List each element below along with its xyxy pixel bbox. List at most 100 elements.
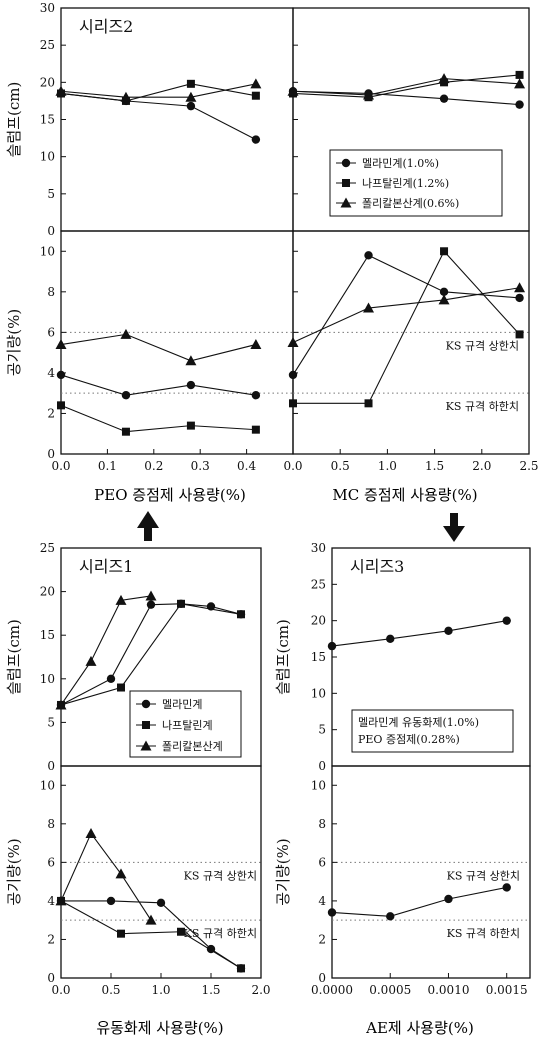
x-tick-label: 0.0010 <box>427 983 469 997</box>
data-point-circle <box>146 600 156 609</box>
x-axis-label-peo: PEO 증점제 사용량(%) <box>94 486 246 504</box>
series-line <box>60 900 242 969</box>
data-point-triangle <box>363 89 375 100</box>
data-point-circle <box>444 626 453 636</box>
y-tick-label: 4 <box>47 894 55 908</box>
chart-panel-5: KS 규격 상한치 KS 규격 하한치 0 2 4 6 8 10 0.0 0.5 1.0 1.5 2.0… <box>5 765 271 997</box>
data-point-triangle <box>438 73 450 84</box>
y-tick-label: 2 <box>47 932 55 946</box>
data-point-triangle <box>55 699 67 710</box>
y-tick-label: 25 <box>311 577 326 591</box>
data-point-triangle <box>120 328 132 339</box>
data-point-circle <box>186 101 196 111</box>
data-point-circle <box>251 391 261 400</box>
series-line <box>60 603 242 706</box>
y-axis-label: 슬럼프(cm) <box>5 619 23 695</box>
legend-box <box>329 149 503 217</box>
series-line <box>60 832 152 921</box>
data-point-circle <box>327 641 337 651</box>
data-point-square <box>515 330 524 339</box>
y-tick-label: 4 <box>318 894 326 908</box>
data-point-square <box>177 927 185 936</box>
legend-label: 나프탈린계 <box>162 719 213 732</box>
plot-frame <box>331 765 531 979</box>
y-axis-label: 공기량(%) <box>274 838 292 905</box>
y-axis-label: 공기량(%) <box>5 838 23 905</box>
chart-panel-4: 0 5 10 15 20 25 슬럼프(cm) 시리즈1 <box>5 541 262 773</box>
arrow-up-icon <box>137 511 159 541</box>
data-point-square <box>186 421 195 430</box>
ks-upper-limit-label: KS 규격 상한치 <box>447 869 520 882</box>
series-line <box>60 92 257 141</box>
data-point-circle <box>364 251 373 260</box>
y-axis-label: 슬럼프(cm) <box>5 82 23 158</box>
ks-lower-limit-label: KS 규격 하한치 <box>447 926 520 940</box>
ks-upper-limit-label: KS 규격 상한치 <box>184 869 257 882</box>
y-tick-label: 20 <box>40 585 55 599</box>
annotation-text: PEO 증점제(0.28%) <box>358 733 460 746</box>
data-point-square <box>121 427 130 436</box>
legend-label: 나프탈린계(1.2%) <box>362 177 449 190</box>
data-point-circle <box>106 674 116 683</box>
y-tick-label: 30 <box>311 541 326 555</box>
series-line <box>292 78 520 96</box>
data-point-square <box>440 247 449 256</box>
data-point-circle <box>502 616 511 625</box>
data-point-triangle <box>363 302 375 313</box>
condition-annotation: 멜라민계 유동화제(1.0%) PEO 증점제(0.28%) <box>351 709 514 753</box>
data-point-circle <box>121 391 131 400</box>
y-tick-label: 15 <box>40 628 55 642</box>
chart-panel-7: KS 규격 상한치 KS 규격 하한치 0 2 4 6 8 10 0.0000 0.0005 0.0… <box>274 765 531 997</box>
data-point-triangle <box>340 197 352 208</box>
annotation-text: 멜라민계 유동화제(1.0%) <box>358 716 479 729</box>
series-line <box>60 83 256 102</box>
data-point-square <box>57 401 65 410</box>
data-point-square <box>342 179 350 187</box>
series-line <box>60 374 256 396</box>
data-point-square <box>117 929 125 938</box>
y-tick-label: 25 <box>40 541 55 555</box>
x-tick-label: 0.5 <box>101 983 120 997</box>
x-tick-label: 0.0 <box>283 459 302 473</box>
data-point-triangle <box>250 339 262 350</box>
data-point-circle <box>515 100 524 109</box>
x-tick-label: 1.0 <box>151 983 170 997</box>
panel-title: 시리즈2 <box>79 17 133 36</box>
x-axis-label-superplasticizer: 유동화제 사용량(%) <box>96 1019 223 1037</box>
chart-panel-2: 0 2 4 6 8 10 0.0 0.1 0.2 0.3 0.4 공기량(%) <box>5 230 294 473</box>
y-tick-label: 10 <box>311 778 326 792</box>
data-point-circle <box>186 380 196 390</box>
y-tick-label: 10 <box>311 686 326 700</box>
y-tick-label: 4 <box>47 366 55 380</box>
data-point-triangle <box>250 78 262 89</box>
x-tick-label: 0.0015 <box>486 983 528 997</box>
x-tick-label: 0.0005 <box>369 983 411 997</box>
data-point-circle <box>251 135 261 144</box>
legend-label: 멜라민계 <box>162 698 202 711</box>
panel-title: 시리즈1 <box>79 557 133 576</box>
data-point-triangle <box>185 355 197 366</box>
x-axis-label-ae: AE제 사용량(%) <box>365 1019 474 1037</box>
y-tick-label: 0 <box>318 759 326 773</box>
data-point-triangle <box>438 294 450 305</box>
series-line <box>331 886 507 917</box>
x-tick-label: 1.0 <box>378 459 397 473</box>
series-line <box>292 254 520 376</box>
series-line <box>60 404 256 433</box>
data-point-circle <box>106 896 116 906</box>
x-tick-label: 0.5 <box>331 459 350 473</box>
x-tick-label: 0.0000 <box>311 983 353 997</box>
y-tick-label: 6 <box>47 855 55 869</box>
data-point-square <box>237 610 245 619</box>
y-tick-label: 20 <box>40 75 55 89</box>
data-point-triangle <box>55 895 67 906</box>
y-tick-label: 0 <box>47 447 55 461</box>
data-point-circle <box>502 883 511 892</box>
legend-label: 멜라민계(1.0%) <box>362 157 439 170</box>
data-point-square <box>117 683 125 692</box>
series-line <box>60 595 152 706</box>
data-point-triangle <box>120 91 132 102</box>
y-tick-label: 5 <box>318 723 326 737</box>
